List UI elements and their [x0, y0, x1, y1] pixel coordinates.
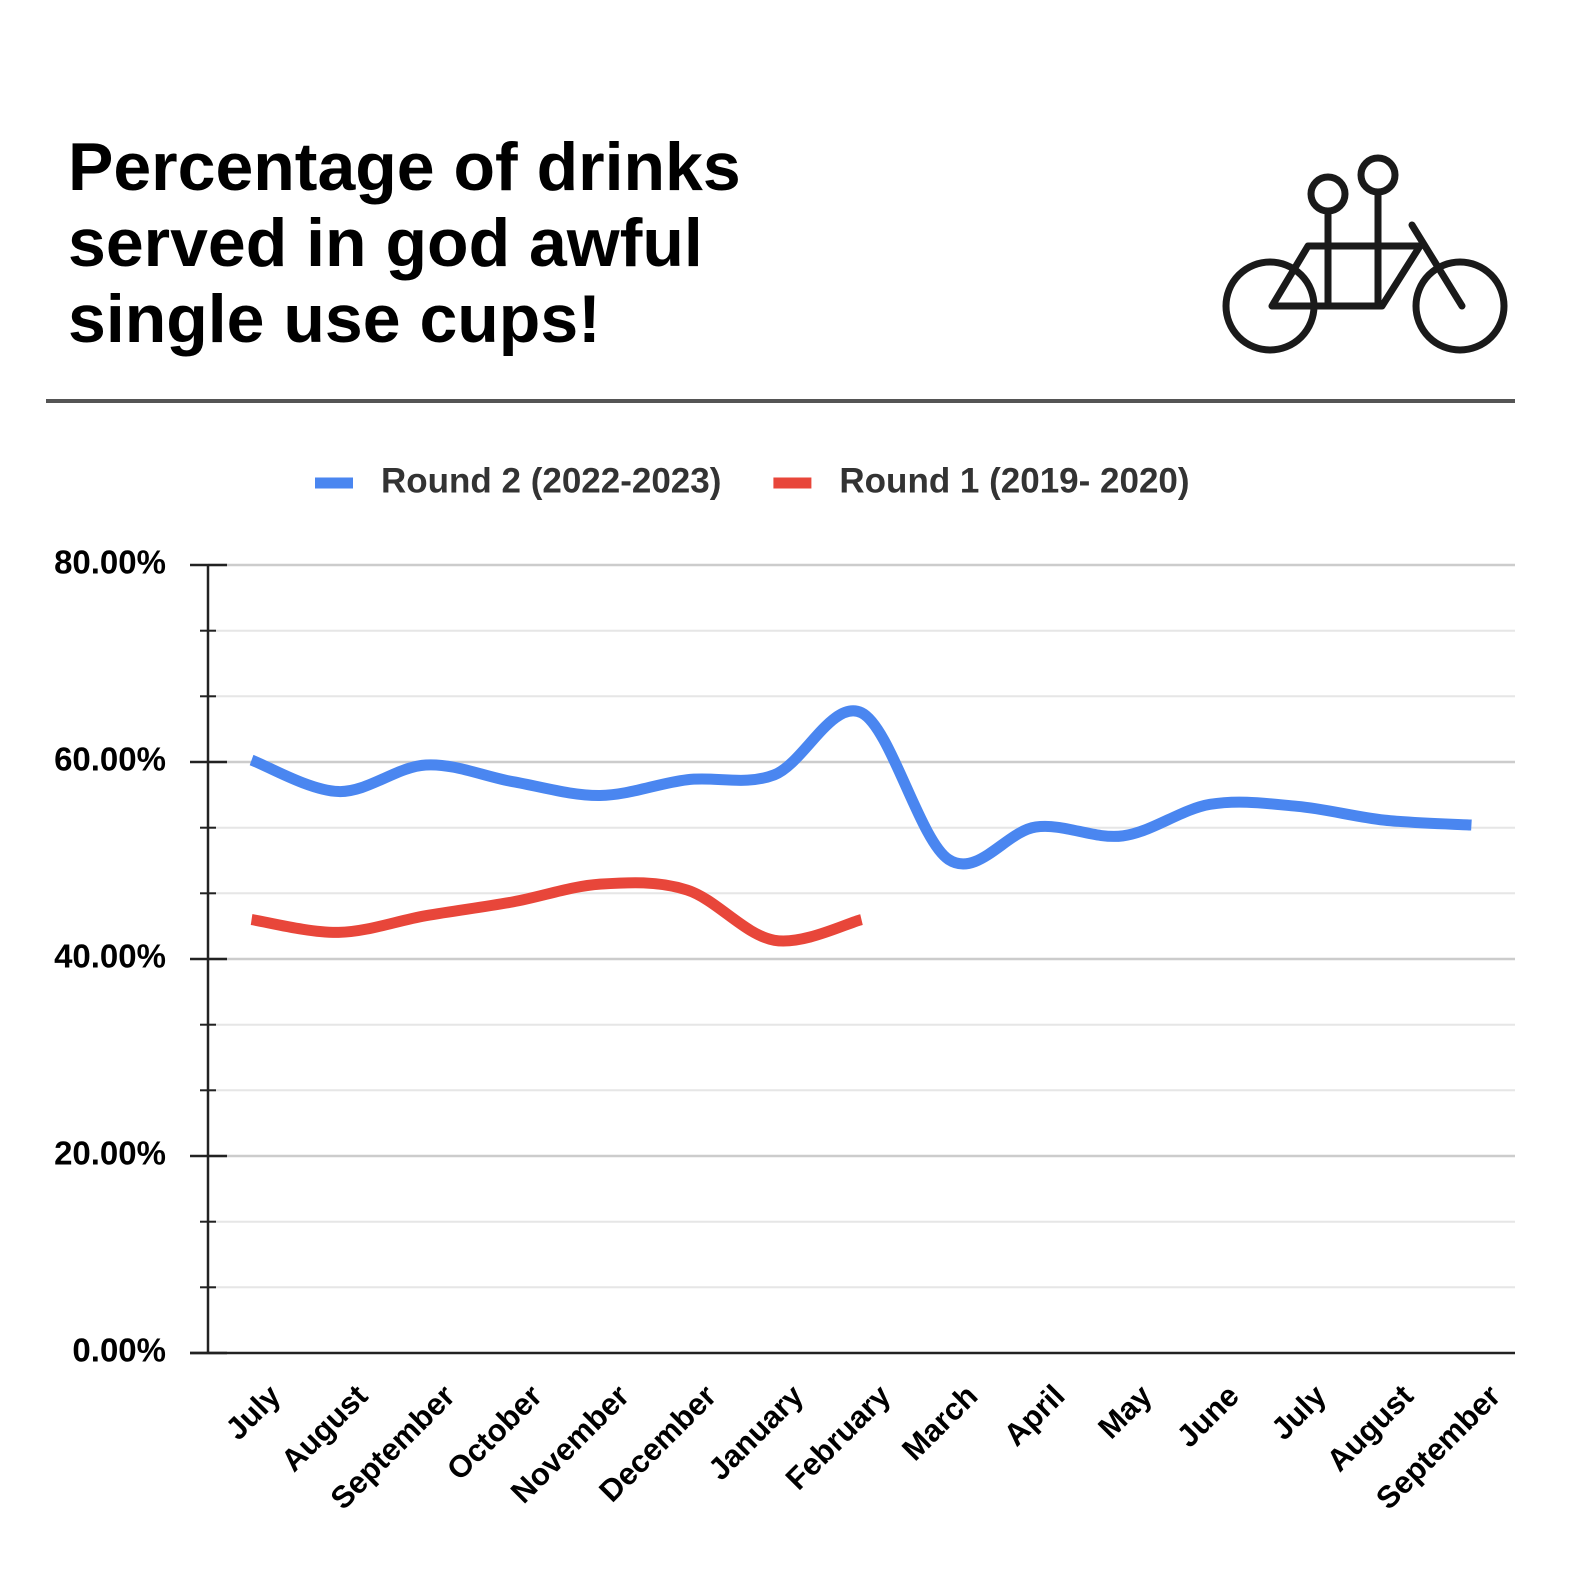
x-tick-label: July: [219, 1377, 288, 1446]
tandem-bike-icon: [1222, 154, 1508, 354]
y-tick-label: 0.00%: [72, 1332, 166, 1369]
x-tick-label: May: [1091, 1377, 1159, 1445]
series-line: [249, 705, 1472, 870]
x-tick-label: March: [895, 1378, 984, 1467]
x-tick-label: June: [1170, 1378, 1246, 1454]
y-tick-label: 60.00%: [54, 741, 166, 778]
legend-label: Round 1 (2019- 2020): [839, 461, 1189, 500]
chart-title: Percentage of drinks served in god awful s…: [68, 129, 741, 357]
y-tick-label: 20.00%: [54, 1135, 166, 1172]
x-tick-label: April: [997, 1378, 1072, 1453]
y-tick-label: 40.00%: [54, 938, 166, 975]
x-tick-label: July: [1264, 1377, 1333, 1446]
y-tick-label: 80.00%: [54, 544, 166, 581]
series-line: [250, 877, 864, 947]
legend-label: Round 2 (2022-2023): [381, 461, 721, 500]
